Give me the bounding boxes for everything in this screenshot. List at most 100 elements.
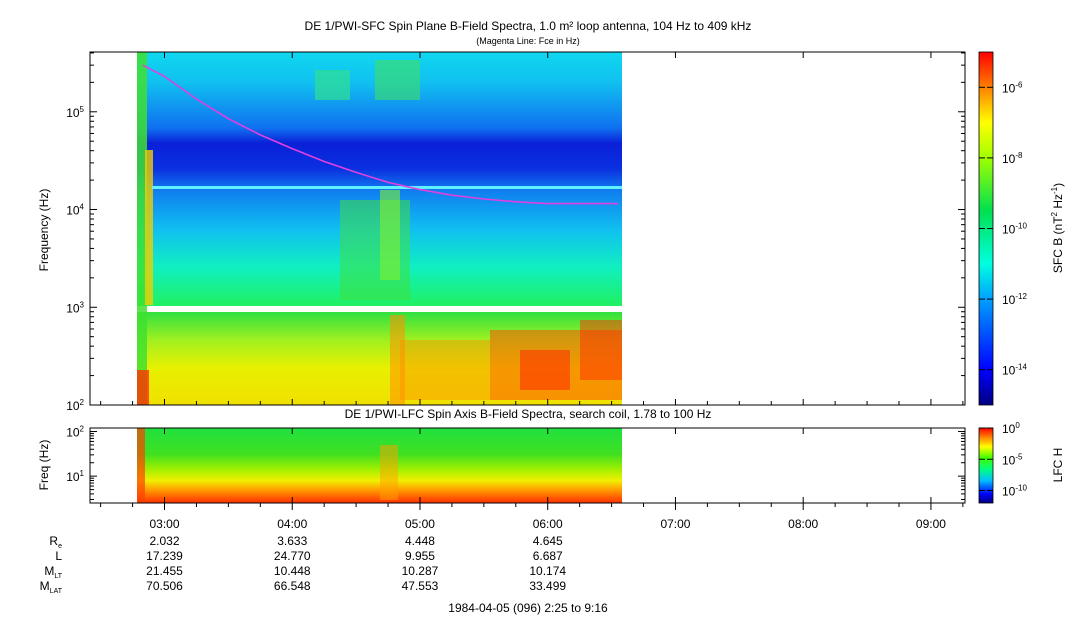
lfc-colorbar-tick-label: 10-5 [1002, 452, 1023, 467]
ephemeris-value: 3.633 [277, 534, 307, 548]
ephemeris-label: Re [49, 534, 62, 550]
lfc-spectrum [137, 428, 622, 503]
cbar-label-part: SFC B (nT [1051, 216, 1065, 273]
tick-base: 10 [66, 470, 80, 484]
tick-base: 10 [66, 301, 80, 315]
tick-exponent: 0 [1015, 421, 1020, 430]
lfc-y-axis-label: Freq (Hz) [37, 440, 51, 491]
cbar-label-part: ) [1051, 183, 1065, 187]
y-tick-label: 102 [66, 398, 84, 413]
ephemeris-value: 10.448 [274, 564, 311, 578]
tick-exponent: 3 [80, 300, 85, 309]
tick-exponent: 5 [80, 105, 85, 114]
tick-exponent: 4 [80, 203, 85, 212]
ephemeris-label-sub: LAT [50, 588, 63, 595]
sfc-y-axis-label: Frequency (Hz) [37, 189, 51, 272]
ephemeris-value: 4.448 [405, 534, 435, 548]
tick-exponent: -5 [1015, 452, 1023, 461]
lfc-colorbar-tick-label: 100 [1002, 421, 1020, 436]
ephemeris-value: 2.032 [149, 534, 179, 548]
x-tick-label: 03:00 [149, 517, 179, 531]
y-tick-label: 101 [66, 469, 84, 484]
sfc-colorbar-tick-label: 10-14 [1002, 363, 1027, 378]
sfc-plot-frame [89, 51, 966, 406]
tick-base: 10 [1002, 485, 1016, 499]
tick-base: 10 [1002, 453, 1016, 467]
ephemeris-label: MLAT [40, 579, 63, 595]
y-tick-label: 104 [66, 203, 84, 218]
x-tick-label: 04:00 [277, 517, 307, 531]
activity-patch [375, 60, 420, 100]
sfc-start-burst-low [137, 370, 149, 405]
tick-base: 10 [1002, 223, 1016, 237]
x-tick-label: 08:00 [788, 517, 818, 531]
ephemeris-value: 21.455 [146, 564, 183, 578]
sfc-colorbar-tick-label: 10-6 [1002, 80, 1023, 95]
ephemeris-value: 33.499 [529, 579, 566, 593]
tick-exponent: 2 [80, 425, 85, 434]
ephemeris-label: L [55, 549, 62, 563]
tick-base: 10 [1002, 152, 1016, 166]
sfc-colorbar-tick-label: 10-12 [1002, 292, 1027, 307]
x-tick-label: 05:00 [405, 517, 435, 531]
ephemeris-label-sub: LT [54, 573, 62, 580]
tick-exponent: -6 [1015, 80, 1023, 89]
y-tick-label: 103 [66, 300, 84, 315]
ephemeris-label-main: M [40, 579, 50, 593]
sfc-subtitle: (Magenta Line: Fce in Hz) [476, 36, 580, 46]
lfc-colorbar-tick-label: 10-10 [1002, 484, 1027, 499]
lfc-colorbar [978, 427, 994, 504]
sfc-colorbar-tick-label: 10-8 [1002, 151, 1023, 166]
tick-base: 10 [1002, 364, 1016, 378]
ephemeris-value: 9.955 [405, 549, 435, 563]
tick-exponent: 1 [80, 469, 85, 478]
sfc-colorbar-tick-label: 10-10 [1002, 222, 1027, 237]
sfc-start-burst [145, 150, 153, 305]
x-tick-label: 09:00 [916, 517, 946, 531]
sfc-hot-region [400, 320, 622, 400]
tick-exponent: -10 [1015, 484, 1027, 493]
tick-exponent: 2 [80, 398, 85, 407]
ephemeris-value: 6.687 [533, 549, 563, 563]
ephemeris-table: Re 2.032 3.633 4.448 4.645 L 17.239 24.770 9.955… [40, 534, 567, 595]
ephemeris-value: 66.548 [274, 579, 311, 593]
y-tick-label: 105 [66, 105, 84, 120]
tick-base: 10 [66, 106, 80, 120]
lfc-start-edge [137, 428, 145, 503]
ephemeris-value: 47.553 [402, 579, 439, 593]
activity-patch [520, 350, 570, 390]
lfc-plot-area [89, 427, 966, 504]
ephemeris-label-main: L [55, 549, 62, 563]
date-footer: 1984-04-05 (096) 2:25 to 9:16 [448, 601, 608, 615]
sfc-title: DE 1/PWI-SFC Spin Plane B-Field Spectra,… [305, 19, 752, 33]
y-tick-label: 102 [66, 425, 84, 440]
x-tick-label: 06:00 [533, 517, 563, 531]
ephemeris-value: 24.770 [274, 549, 311, 563]
activity-patch [390, 315, 405, 405]
ephemeris-value: 4.645 [533, 534, 563, 548]
tick-base: 10 [66, 399, 80, 413]
sfc-plot-area [89, 51, 966, 406]
ephemeris-value: 10.174 [529, 564, 566, 578]
ephemeris-label: MLT [44, 564, 62, 580]
tick-exponent: -8 [1015, 151, 1023, 160]
cbar-label-part: Hz [1051, 194, 1065, 212]
tick-base: 10 [1002, 81, 1016, 95]
activity-patch [580, 320, 622, 380]
sfc-interference-line [152, 186, 622, 189]
fce-line [142, 64, 618, 205]
ephemeris-value: 70.506 [146, 579, 183, 593]
ephemeris-value: 17.239 [146, 549, 183, 563]
ephemeris-value: 10.287 [402, 564, 439, 578]
ephemeris-label-main: R [49, 534, 58, 548]
x-tick-label: 07:00 [660, 517, 690, 531]
tick-exponent: -12 [1015, 292, 1027, 301]
sfc-colorbar-label: SFC B (nT2 Hz-1) [1050, 183, 1065, 273]
cbar-label-exp: -1 [1050, 186, 1059, 194]
x-axis: 03:00 04:00 05:00 06:00 07:00 08:00 09:00 [100, 52, 964, 531]
tick-exponent: -14 [1015, 363, 1027, 372]
